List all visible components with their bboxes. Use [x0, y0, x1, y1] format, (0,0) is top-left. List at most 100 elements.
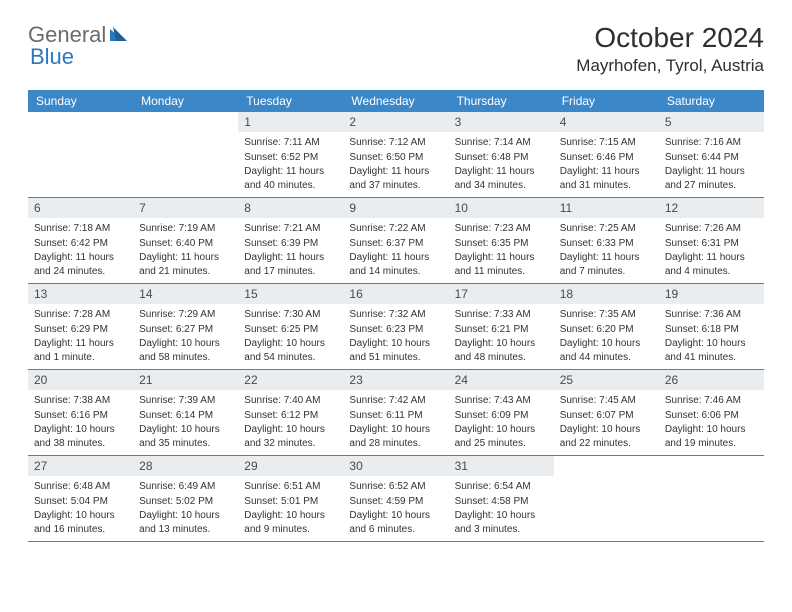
day-body: Sunrise: 7:35 AMSunset: 6:20 PMDaylight:… — [554, 304, 659, 369]
day-cell: 13Sunrise: 7:28 AMSunset: 6:29 PMDayligh… — [28, 284, 133, 369]
daylight-text: Daylight: 11 hours and 7 minutes. — [560, 251, 653, 278]
day-body: Sunrise: 7:23 AMSunset: 6:35 PMDaylight:… — [449, 218, 554, 283]
sunset-text: Sunset: 6:12 PM — [244, 409, 337, 423]
sunset-text: Sunset: 6:46 PM — [560, 151, 653, 165]
day-header-sunday: Sunday — [28, 90, 133, 112]
day-cell — [554, 456, 659, 541]
month-title: October 2024 — [576, 22, 764, 54]
day-number: 3 — [449, 112, 554, 132]
day-body: Sunrise: 7:45 AMSunset: 6:07 PMDaylight:… — [554, 390, 659, 455]
day-cell: 7Sunrise: 7:19 AMSunset: 6:40 PMDaylight… — [133, 198, 238, 283]
sunset-text: Sunset: 6:16 PM — [34, 409, 127, 423]
daylight-text: Daylight: 11 hours and 4 minutes. — [665, 251, 758, 278]
sunrise-text: Sunrise: 7:28 AM — [34, 308, 127, 322]
day-cell: 11Sunrise: 7:25 AMSunset: 6:33 PMDayligh… — [554, 198, 659, 283]
day-number: 9 — [343, 198, 448, 218]
sunset-text: Sunset: 6:06 PM — [665, 409, 758, 423]
day-cell: 8Sunrise: 7:21 AMSunset: 6:39 PMDaylight… — [238, 198, 343, 283]
daylight-text: Daylight: 10 hours and 9 minutes. — [244, 509, 337, 536]
sunrise-text: Sunrise: 7:36 AM — [665, 308, 758, 322]
title-block: October 2024 Mayrhofen, Tyrol, Austria — [576, 22, 764, 76]
day-cell: 2Sunrise: 7:12 AMSunset: 6:50 PMDaylight… — [343, 112, 448, 197]
day-number: 31 — [449, 456, 554, 476]
day-cell: 6Sunrise: 7:18 AMSunset: 6:42 PMDaylight… — [28, 198, 133, 283]
day-cell: 19Sunrise: 7:36 AMSunset: 6:18 PMDayligh… — [659, 284, 764, 369]
sunrise-text: Sunrise: 7:38 AM — [34, 394, 127, 408]
day-number: 24 — [449, 370, 554, 390]
daylight-text: Daylight: 10 hours and 6 minutes. — [349, 509, 442, 536]
day-number: 30 — [343, 456, 448, 476]
daylight-text: Daylight: 10 hours and 58 minutes. — [139, 337, 232, 364]
sunrise-text: Sunrise: 6:52 AM — [349, 480, 442, 494]
day-body: Sunrise: 7:38 AMSunset: 6:16 PMDaylight:… — [28, 390, 133, 455]
daylight-text: Daylight: 10 hours and 3 minutes. — [455, 509, 548, 536]
day-body: Sunrise: 6:49 AMSunset: 5:02 PMDaylight:… — [133, 476, 238, 541]
sunrise-text: Sunrise: 7:33 AM — [455, 308, 548, 322]
header: General October 2024 Mayrhofen, Tyrol, A… — [28, 22, 764, 76]
day-body: Sunrise: 7:39 AMSunset: 6:14 PMDaylight:… — [133, 390, 238, 455]
day-number: 22 — [238, 370, 343, 390]
day-body: Sunrise: 7:21 AMSunset: 6:39 PMDaylight:… — [238, 218, 343, 283]
day-body: Sunrise: 7:28 AMSunset: 6:29 PMDaylight:… — [28, 304, 133, 369]
sunset-text: Sunset: 6:33 PM — [560, 237, 653, 251]
day-cell: 14Sunrise: 7:29 AMSunset: 6:27 PMDayligh… — [133, 284, 238, 369]
daylight-text: Daylight: 11 hours and 1 minute. — [34, 337, 127, 364]
day-header-saturday: Saturday — [659, 90, 764, 112]
day-number: 2 — [343, 112, 448, 132]
day-body: Sunrise: 7:19 AMSunset: 6:40 PMDaylight:… — [133, 218, 238, 283]
daylight-text: Daylight: 10 hours and 28 minutes. — [349, 423, 442, 450]
day-cell: 12Sunrise: 7:26 AMSunset: 6:31 PMDayligh… — [659, 198, 764, 283]
day-body: Sunrise: 6:48 AMSunset: 5:04 PMDaylight:… — [28, 476, 133, 541]
sunset-text: Sunset: 6:23 PM — [349, 323, 442, 337]
sunrise-text: Sunrise: 6:49 AM — [139, 480, 232, 494]
day-number: 15 — [238, 284, 343, 304]
sunrise-text: Sunrise: 7:14 AM — [455, 136, 548, 150]
day-cell: 27Sunrise: 6:48 AMSunset: 5:04 PMDayligh… — [28, 456, 133, 541]
sunset-text: Sunset: 6:20 PM — [560, 323, 653, 337]
daylight-text: Daylight: 10 hours and 41 minutes. — [665, 337, 758, 364]
sunset-text: Sunset: 5:02 PM — [139, 495, 232, 509]
day-body: Sunrise: 6:54 AMSunset: 4:58 PMDaylight:… — [449, 476, 554, 541]
sunset-text: Sunset: 6:14 PM — [139, 409, 232, 423]
day-body: Sunrise: 6:52 AMSunset: 4:59 PMDaylight:… — [343, 476, 448, 541]
day-cell: 18Sunrise: 7:35 AMSunset: 6:20 PMDayligh… — [554, 284, 659, 369]
sunset-text: Sunset: 6:48 PM — [455, 151, 548, 165]
daylight-text: Daylight: 10 hours and 44 minutes. — [560, 337, 653, 364]
day-cell: 17Sunrise: 7:33 AMSunset: 6:21 PMDayligh… — [449, 284, 554, 369]
sunrise-text: Sunrise: 7:21 AM — [244, 222, 337, 236]
sunrise-text: Sunrise: 7:19 AM — [139, 222, 232, 236]
day-number: 27 — [28, 456, 133, 476]
day-number: 26 — [659, 370, 764, 390]
day-cell: 24Sunrise: 7:43 AMSunset: 6:09 PMDayligh… — [449, 370, 554, 455]
sunrise-text: Sunrise: 7:43 AM — [455, 394, 548, 408]
day-number: 23 — [343, 370, 448, 390]
day-cell: 29Sunrise: 6:51 AMSunset: 5:01 PMDayligh… — [238, 456, 343, 541]
sunset-text: Sunset: 6:18 PM — [665, 323, 758, 337]
sunrise-text: Sunrise: 7:11 AM — [244, 136, 337, 150]
day-number: 12 — [659, 198, 764, 218]
sunset-text: Sunset: 6:50 PM — [349, 151, 442, 165]
sunset-text: Sunset: 4:58 PM — [455, 495, 548, 509]
daylight-text: Daylight: 10 hours and 22 minutes. — [560, 423, 653, 450]
daylight-text: Daylight: 11 hours and 34 minutes. — [455, 165, 548, 192]
day-cell — [28, 112, 133, 197]
sunset-text: Sunset: 6:11 PM — [349, 409, 442, 423]
day-number: 14 — [133, 284, 238, 304]
day-number: 6 — [28, 198, 133, 218]
sunrise-text: Sunrise: 7:16 AM — [665, 136, 758, 150]
day-body: Sunrise: 7:29 AMSunset: 6:27 PMDaylight:… — [133, 304, 238, 369]
sunset-text: Sunset: 6:31 PM — [665, 237, 758, 251]
sunrise-text: Sunrise: 7:39 AM — [139, 394, 232, 408]
sunset-text: Sunset: 6:29 PM — [34, 323, 127, 337]
day-cell — [133, 112, 238, 197]
day-header-monday: Monday — [133, 90, 238, 112]
day-cell — [659, 456, 764, 541]
daylight-text: Daylight: 10 hours and 35 minutes. — [139, 423, 232, 450]
day-body: Sunrise: 7:14 AMSunset: 6:48 PMDaylight:… — [449, 132, 554, 197]
logo-text-blue: Blue — [30, 44, 74, 69]
sunrise-text: Sunrise: 6:48 AM — [34, 480, 127, 494]
daylight-text: Daylight: 10 hours and 19 minutes. — [665, 423, 758, 450]
day-cell: 1Sunrise: 7:11 AMSunset: 6:52 PMDaylight… — [238, 112, 343, 197]
day-number: 13 — [28, 284, 133, 304]
day-number: 29 — [238, 456, 343, 476]
